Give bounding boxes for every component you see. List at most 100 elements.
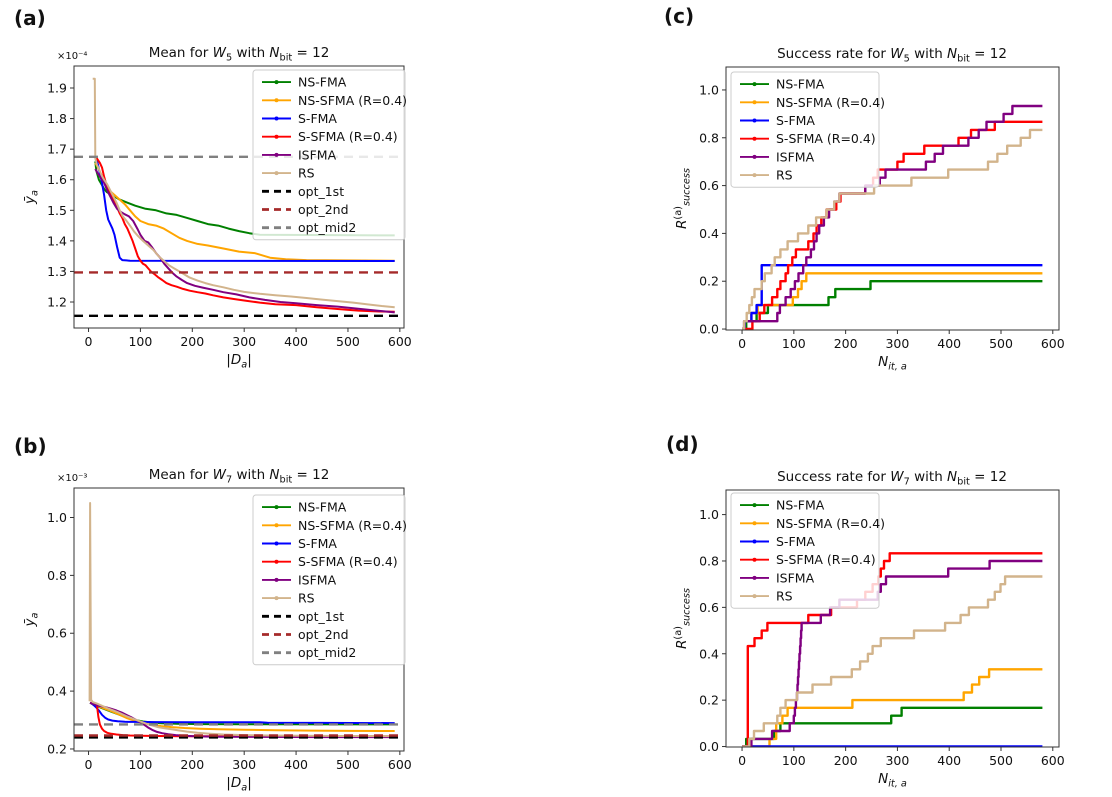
panel-c-yticks: 0.0 0.2 0.4 0.6 0.8 1.0 xyxy=(699,82,726,337)
panel-b-legend-item-S-FMA: S-FMA xyxy=(262,536,337,551)
panel-d-label: (d) xyxy=(666,432,699,456)
panel-c-xtick-0: 0 xyxy=(738,336,746,351)
panel-d-ytick-0.0: 0.0 xyxy=(699,739,719,754)
panel-d-yticks: 0.0 0.2 0.4 0.6 0.8 1.0 xyxy=(699,507,726,754)
panel-c-legend: NS-FMA NS-SFMA (R=0.4) S-FMA S-SFMA (R=0.4)… xyxy=(730,71,885,188)
panel-c-ytick-0.4: 0.4 xyxy=(699,226,719,241)
legend-marker-dot xyxy=(274,152,279,157)
panel-b-legend-item-opt_2nd: opt_2nd xyxy=(262,627,349,642)
panel-d-legend-item-ISFMA: ISFMA xyxy=(740,570,815,585)
legend-label: opt_mid2 xyxy=(298,220,356,235)
legend-marker-dot xyxy=(752,557,757,562)
panel-a-ytick-1.5: 1.5 xyxy=(47,203,67,218)
panel-a-ytick-1.8: 1.8 xyxy=(47,111,67,126)
legend-marker-dot xyxy=(752,173,757,178)
panel-d-xtick-500: 500 xyxy=(989,753,1013,768)
panel-b-xlabel: |Da| xyxy=(226,775,252,794)
panel-d-series-ISFMA xyxy=(742,559,1043,747)
panel-a-legend-item-opt_1st: opt_1st xyxy=(262,184,344,199)
legend-label: opt_1st xyxy=(298,184,344,199)
legend-marker-dot xyxy=(752,82,757,87)
panel-a-yticks: 1.2 1.3 1.4 1.5 1.6 1.7 1.8 1.9 xyxy=(47,81,74,310)
legend-label: NS-SFMA (R=0.4) xyxy=(298,93,407,108)
panel-a-legend-box xyxy=(252,69,406,241)
legend-label: NS-SFMA (R=0.4) xyxy=(298,518,407,533)
panel-a-ytick-1.4: 1.4 xyxy=(47,233,67,248)
panel-d-ytick-0.4: 0.4 xyxy=(699,646,719,661)
panel-b-xtick-600: 600 xyxy=(388,757,412,772)
legend-marker-dot xyxy=(752,100,757,105)
panel-c-ytick-0.8: 0.8 xyxy=(699,130,719,145)
panel-b-ytick-0.6: 0.6 xyxy=(47,626,67,641)
panel-a-xticks: 0 100 200 300 400 500 600 xyxy=(85,328,412,349)
legend-marker-dot xyxy=(752,136,757,141)
panel-b-legend-box xyxy=(252,494,406,666)
legend-label: S-SFMA (R=0.4) xyxy=(776,131,876,146)
legend-marker-dot xyxy=(752,594,757,599)
legend-label: S-FMA xyxy=(298,111,337,126)
panel-a-plot-area xyxy=(74,77,404,317)
panel-b-legend: NS-FMA NS-SFMA (R=0.4) S-FMA S-SFMA (R=0.4)… xyxy=(252,494,407,666)
legend-label: ISFMA xyxy=(298,572,337,587)
panel-c-xticks: 0 100 200 300 400 500 600 xyxy=(738,330,1065,351)
legend-label: S-FMA xyxy=(298,536,337,551)
panel-a-xtick-100: 100 xyxy=(128,334,152,349)
legend-label: opt_2nd xyxy=(298,202,349,217)
panel-c-axes-box xyxy=(725,66,1060,331)
panel-c-xtick-500: 500 xyxy=(989,336,1013,351)
panel-c-ylabel: R(a)success xyxy=(673,168,693,229)
legend-label: S-SFMA (R=0.4) xyxy=(776,552,876,567)
panel-b-legend-item-NS-FMA: NS-FMA xyxy=(262,500,347,515)
legend-label: NS-FMA xyxy=(776,498,825,513)
panel-b-xticks: 0 100 200 300 400 500 600 xyxy=(85,751,412,772)
legend-label: opt_mid2 xyxy=(298,645,356,660)
panel-c-plot-area xyxy=(742,104,1043,330)
panel-b-series-NS-SFMA (R=0.4) xyxy=(89,701,395,732)
panel-a-ylabel: ȳa xyxy=(22,190,41,205)
panel-a-legend-item-NS-FMA: NS-FMA xyxy=(262,75,347,90)
panel-b-legend-item-opt_1st: opt_1st xyxy=(262,609,344,624)
panel-a-legend-item-opt_2nd: opt_2nd xyxy=(262,202,349,217)
legend-marker-dot xyxy=(752,154,757,159)
panel-a-legend-item-S-FMA: S-FMA xyxy=(262,111,337,126)
panel-b-xtick-300: 300 xyxy=(232,757,256,772)
panel-c-xtick-600: 600 xyxy=(1041,336,1065,351)
panel-b-ytick-0.4: 0.4 xyxy=(47,684,67,699)
legend-marker-dot xyxy=(274,171,279,176)
panel-d-legend-item-S-FMA: S-FMA xyxy=(740,534,815,549)
panel-b-ytick-0.2: 0.2 xyxy=(47,741,67,756)
panel-b-xtick-200: 200 xyxy=(180,757,204,772)
panel-a-ytick-1.9: 1.9 xyxy=(47,81,67,96)
panel-c-xtick-400: 400 xyxy=(937,336,961,351)
panel-a-xtick-200: 200 xyxy=(180,334,204,349)
panel-a-ytick-1.7: 1.7 xyxy=(47,142,67,157)
legend-marker-dot xyxy=(752,539,757,544)
legend-label: NS-FMA xyxy=(298,500,347,515)
panel-b-legend-item-ISFMA: ISFMA xyxy=(262,572,337,587)
legend-label: S-FMA xyxy=(776,113,815,128)
legend-label: RS xyxy=(298,166,315,181)
panel-a: 0 100 200 300 400 500 600 1.2 1.3 1.4 1.5 1.6 1.7 1.8… xyxy=(22,45,412,371)
panel-c-ytick-0.6: 0.6 xyxy=(699,178,719,193)
panel-c-label: (c) xyxy=(664,4,695,28)
panel-c-ytick-0.2: 0.2 xyxy=(699,274,719,289)
legend-marker-dot xyxy=(752,521,757,526)
panel-d-legend-item-S-SFMA (R=0.4): S-SFMA (R=0.4) xyxy=(740,552,876,567)
panel-d-xtick-100: 100 xyxy=(782,753,806,768)
legend-marker-dot xyxy=(274,523,279,528)
panel-a-label: (a) xyxy=(14,6,46,30)
panel-b-xtick-400: 400 xyxy=(284,757,308,772)
panel-b: 0 100 200 300 400 500 600 0.2 0.4 0.6 0.8 1.0 Mean f… xyxy=(22,467,412,794)
panel-c-ytick-1.0: 1.0 xyxy=(699,82,719,97)
panel-d-series-NS-SFMA (R=0.4) xyxy=(742,668,1043,747)
panel-c-xtick-300: 300 xyxy=(885,336,909,351)
panel-b-xtick-100: 100 xyxy=(128,757,152,772)
panel-b-label: (b) xyxy=(14,434,47,458)
panel-d-series-NS-FMA xyxy=(742,706,1043,747)
panel-a-legend-item-ISFMA: ISFMA xyxy=(262,147,337,162)
panel-a-offset-text: ×10⁻⁴ xyxy=(57,51,87,62)
panel-c: 0 100 200 300 400 500 600 0.0 0.2 0.4 0.6 0.8 1.0 Suc… xyxy=(673,46,1065,373)
panel-d: 0 100 200 300 400 500 600 0.0 0.2 0.4 0.6 0.8 1.0 Suc… xyxy=(673,469,1065,790)
panel-c-legend-item-RS: RS xyxy=(740,168,793,183)
